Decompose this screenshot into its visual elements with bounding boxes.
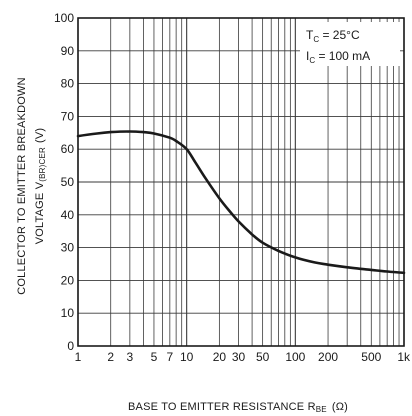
y-tick-label: 40	[61, 208, 75, 222]
conditions-annotation: TC = 25°C IC = 100 mA	[300, 22, 400, 66]
x-tick-label: 2	[107, 350, 114, 364]
x-tick-label: 20	[213, 350, 227, 364]
y-axis-title-line2: VOLTAGE V(BR)CER(V)	[34, 128, 47, 245]
series-line	[76, 130, 406, 275]
x-axis-title: BASE TO EMITTER RESISTANCE RBE (Ω)	[128, 401, 348, 414]
y-tick-label: 80	[61, 77, 75, 91]
y-tick-label: 20	[61, 273, 75, 287]
y-tick-label: 10	[61, 306, 75, 320]
y-tick-label: 60	[61, 142, 75, 156]
y-tick-label: 90	[61, 44, 75, 58]
x-tick-label: 50	[256, 350, 270, 364]
x-tick-label: 7	[166, 350, 173, 364]
y-tick-labels: 0 10 20 30 40 50 60 70 80 90 100	[54, 11, 74, 353]
y-axis-title-line1: COLLECTOR TO EMITTER BREAKDOWN	[16, 77, 28, 294]
x-tick-label: 1	[75, 350, 82, 364]
x-tick-label: 1k	[397, 350, 411, 364]
y-tick-label: 0	[67, 339, 74, 353]
y-tick-label: 30	[61, 241, 75, 255]
x-tick-label: 200	[318, 350, 338, 364]
x-tick-label: 3	[127, 350, 134, 364]
annotation-tc: TC = 25°C	[306, 28, 360, 44]
y-tick-label: 100	[54, 11, 74, 25]
x-tick-label: 500	[361, 350, 381, 364]
x-tick-labels: 1 2 3 5 7 10 20 30 50 100 200 500 1k	[75, 350, 411, 364]
x-tick-label: 100	[285, 350, 305, 364]
annotation-ic: IC = 100 mA	[306, 49, 370, 65]
grid-layer	[77, 17, 405, 347]
y-tick-label: 50	[61, 175, 75, 189]
x-tick-label: 10	[180, 350, 194, 364]
plot-frame	[77, 17, 405, 347]
x-tick-label: 30	[232, 350, 246, 364]
y-tick-label: 70	[61, 109, 75, 123]
x-tick-label: 5	[151, 350, 158, 364]
